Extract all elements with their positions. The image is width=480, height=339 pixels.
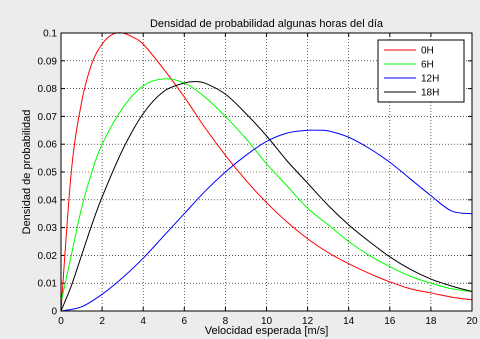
y-axis-label: Densidad de probabilidad — [21, 110, 33, 235]
x-tick-label: 10 — [261, 316, 273, 327]
series-line-6h — [60, 78, 473, 303]
x-axis-label: Velocidad esperada [m/s] — [205, 325, 329, 337]
series-line-18h — [60, 81, 473, 312]
x-tick-label: 20 — [466, 316, 478, 327]
x-tick-label: 18 — [425, 316, 437, 327]
series-line-0h — [60, 32, 473, 312]
y-tick-label: 0.03 — [38, 223, 58, 234]
y-tick-label: 0.05 — [38, 168, 58, 179]
y-tick-label: 0.09 — [38, 56, 58, 67]
y-tick-label: 0.07 — [38, 112, 58, 123]
y-tick-label: 0 — [51, 307, 57, 318]
legend-label-6h: 6H — [421, 60, 434, 71]
x-tick-label: 8 — [223, 316, 229, 327]
y-tick-label: 0.02 — [38, 251, 58, 262]
x-tick-label: 12 — [302, 316, 314, 327]
x-tick-label: 4 — [140, 316, 146, 327]
y-tick-label: 0.01 — [38, 279, 58, 290]
y-tick-label: 0.1 — [43, 29, 57, 40]
x-tick-label: 0 — [58, 316, 64, 327]
series-layer — [60, 32, 473, 312]
y-tick-label: 0.08 — [38, 84, 58, 95]
legend-label-18h: 18H — [421, 88, 439, 99]
legend-label-12h: 12H — [421, 74, 439, 85]
plot-frame — [60, 32, 473, 312]
x-tick-label: 16 — [384, 316, 396, 327]
x-tick-label: 2 — [99, 316, 105, 327]
x-tick-label: 14 — [343, 316, 355, 327]
series-line-12h — [60, 129, 473, 312]
legend-label-0h: 0H — [421, 46, 434, 57]
legend: 0H 6H 12H 18H — [377, 39, 465, 103]
x-tick-label: 6 — [182, 316, 188, 327]
y-tick-label: 0.04 — [38, 195, 58, 206]
axis-ticks: 0 2 4 6 8 10 12 14 16 18 20 0 0.01 0.02 0.03 0.04 0.05 0.… — [38, 29, 478, 328]
y-tick-label: 0.06 — [38, 140, 58, 151]
chart-title: Densidad de probabilidad algunas horas d… — [150, 18, 384, 30]
